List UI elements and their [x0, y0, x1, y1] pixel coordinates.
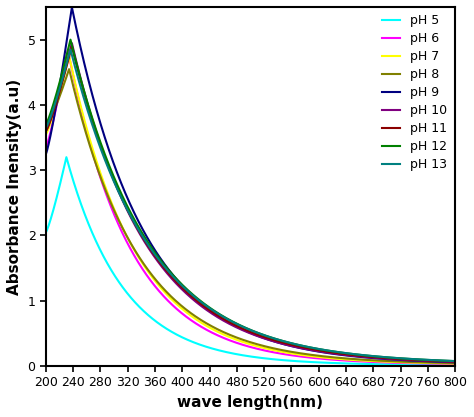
pH 6 [440, 361, 446, 366]
pH 11 [242, 327, 248, 332]
pH 13 [440, 358, 446, 363]
pH 11 [452, 359, 458, 364]
pH 12 [440, 358, 446, 363]
Line: pH 13: pH 13 [46, 50, 455, 361]
pH 9 [43, 151, 49, 156]
pH 10 [440, 359, 446, 364]
pH 11 [43, 128, 49, 133]
pH 7 [242, 340, 248, 345]
pH 10 [64, 60, 70, 65]
Line: pH 8: pH 8 [46, 69, 455, 363]
pH 12 [242, 325, 248, 330]
pH 11 [440, 359, 446, 364]
pH 6 [231, 339, 237, 344]
pH 5 [440, 362, 446, 367]
pH 7 [43, 132, 49, 137]
pH 10 [242, 329, 248, 334]
pH 9 [452, 360, 458, 365]
pH 6 [43, 145, 49, 150]
pH 7 [64, 63, 70, 68]
pH 6 [452, 362, 458, 367]
pH 9 [440, 359, 446, 364]
pH 8 [66, 67, 72, 72]
pH 11 [231, 322, 237, 327]
pH 13 [452, 359, 458, 364]
pH 5 [452, 362, 458, 367]
pH 13 [43, 125, 49, 130]
pH 13 [365, 353, 371, 358]
pH 12 [452, 359, 458, 364]
pH 8 [231, 334, 237, 339]
pH 8 [440, 360, 446, 365]
pH 12 [68, 37, 73, 42]
Line: pH 12: pH 12 [46, 40, 455, 361]
pH 13 [242, 325, 248, 330]
pH 6 [365, 359, 371, 364]
pH 13 [231, 320, 237, 325]
Line: pH 5: pH 5 [46, 157, 455, 365]
pH 8 [64, 73, 70, 78]
Line: pH 6: pH 6 [46, 50, 455, 364]
pH 8 [43, 125, 49, 130]
pH 5 [43, 230, 49, 235]
pH 8 [452, 361, 458, 366]
pH 9 [440, 359, 446, 364]
Line: pH 7: pH 7 [46, 56, 455, 364]
Line: pH 10: pH 10 [46, 43, 455, 362]
pH 12 [43, 122, 49, 127]
Line: pH 11: pH 11 [46, 46, 455, 362]
pH 7 [365, 358, 371, 363]
pH 9 [365, 355, 371, 360]
pH 12 [64, 52, 70, 57]
pH 5 [365, 362, 371, 367]
pH 9 [69, 5, 75, 10]
pH 7 [452, 361, 458, 366]
pH 10 [69, 41, 75, 46]
X-axis label: wave length(nm): wave length(nm) [177, 395, 323, 410]
pH 9 [64, 38, 70, 43]
pH 7 [231, 337, 237, 342]
pH 5 [64, 155, 69, 160]
pH 9 [242, 328, 248, 333]
pH 5 [440, 362, 446, 367]
pH 13 [68, 47, 73, 52]
pH 7 [440, 361, 446, 366]
pH 11 [64, 63, 70, 68]
pH 6 [242, 343, 248, 348]
pH 11 [440, 359, 446, 364]
pH 6 [64, 52, 70, 57]
Y-axis label: Absorbance Inensity(a.u): Absorbance Inensity(a.u) [7, 78, 22, 294]
pH 10 [231, 324, 237, 329]
pH 5 [231, 351, 237, 356]
pH 9 [231, 323, 237, 328]
pH 12 [440, 358, 446, 363]
pH 13 [440, 358, 446, 363]
pH 7 [440, 361, 446, 366]
pH 13 [64, 61, 70, 66]
pH 10 [43, 128, 49, 133]
pH 8 [242, 338, 248, 343]
Legend: pH 5, pH 6, pH 7, pH 8, pH 9, pH 10, pH 11, pH 12, pH 13: pH 5, pH 6, pH 7, pH 8, pH 9, pH 10, pH … [378, 11, 451, 175]
pH 12 [365, 353, 371, 358]
pH 10 [365, 355, 371, 360]
pH 12 [231, 320, 237, 325]
pH 7 [66, 54, 72, 59]
pH 8 [440, 360, 446, 365]
pH 10 [440, 359, 446, 364]
pH 10 [452, 359, 458, 364]
Line: pH 9: pH 9 [46, 8, 455, 362]
pH 6 [65, 47, 71, 52]
pH 11 [69, 44, 75, 49]
pH 5 [242, 353, 248, 358]
pH 11 [365, 354, 371, 359]
pH 5 [64, 157, 70, 162]
pH 6 [440, 362, 446, 367]
pH 8 [365, 357, 371, 362]
